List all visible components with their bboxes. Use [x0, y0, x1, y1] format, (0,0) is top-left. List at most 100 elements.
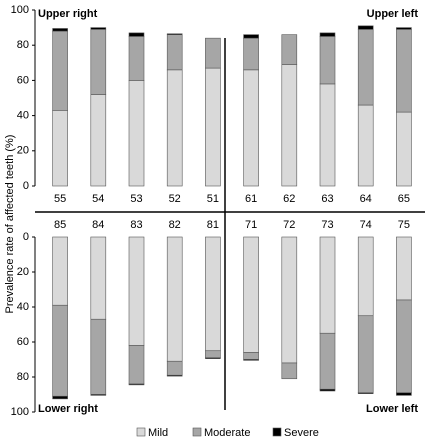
bar-segment	[319, 83, 336, 187]
bar-segment	[128, 80, 145, 187]
bar-segment	[90, 236, 107, 320]
bar-segment	[52, 395, 68, 400]
bar-segment	[281, 64, 298, 187]
x-tick-label: 63	[321, 193, 333, 205]
bar-segment	[166, 236, 183, 362]
bar-segment	[128, 345, 145, 385]
bar-segment	[52, 304, 68, 397]
x-tick-label: 85	[54, 219, 66, 231]
bar-segment	[243, 69, 259, 187]
bar-segment	[205, 236, 221, 352]
bar-segment	[396, 111, 412, 187]
bar-segment	[319, 36, 336, 85]
bar-segment	[166, 374, 183, 377]
quadrant-label: Lower right	[38, 403, 98, 415]
legend-swatch	[136, 427, 146, 437]
y-axis-title: Prevalence rate of affected teeth (%)	[4, 135, 16, 314]
x-tick-label: 65	[398, 193, 410, 205]
bar-segment	[52, 110, 68, 187]
bar-segment	[205, 357, 221, 359]
x-tick-label: 72	[283, 219, 295, 231]
y-tick-label: 100	[11, 4, 29, 16]
x-tick-label: 82	[169, 219, 181, 231]
y-tick-label: 20	[17, 266, 29, 278]
x-tick-label: 83	[130, 219, 142, 231]
bar-segment	[396, 29, 412, 113]
bar-segment	[319, 388, 336, 392]
bar-segment	[52, 30, 68, 111]
y-tick-label: 40	[17, 110, 29, 122]
bar-segment	[281, 362, 298, 380]
bar-segment	[243, 236, 259, 353]
bar-segment	[396, 392, 412, 396]
legend-swatch	[272, 427, 282, 437]
bar-segment	[357, 104, 374, 187]
bar-segment	[243, 34, 259, 39]
bar-segment	[166, 69, 183, 187]
x-tick-label: 51	[207, 193, 219, 205]
bar-segment	[166, 360, 183, 376]
bar-segment	[281, 34, 298, 65]
x-tick-label: 73	[321, 219, 333, 231]
bar-segment	[205, 67, 221, 187]
bar-segment	[357, 25, 374, 30]
x-tick-label: 81	[207, 219, 219, 231]
quadrant-label: Upper left	[367, 8, 419, 20]
bar-segment	[128, 383, 145, 386]
bar-segment	[128, 236, 145, 346]
bar-segment	[357, 392, 374, 394]
bar-segment	[90, 27, 107, 30]
bar-segment	[243, 37, 259, 71]
bar-segment	[90, 94, 107, 187]
bar-segment	[319, 32, 336, 37]
x-tick-label: 74	[360, 219, 372, 231]
bar-segment	[357, 29, 374, 106]
bar-segment	[166, 33, 183, 35]
bar-segment	[357, 236, 374, 317]
bar-segment	[396, 299, 412, 394]
bar-segment	[319, 236, 336, 334]
bar-segment	[166, 34, 183, 71]
y-tick-label: 40	[17, 301, 29, 313]
legend-swatch	[192, 427, 202, 437]
bar-segment	[52, 28, 68, 32]
y-tick-label: 0	[23, 231, 29, 243]
x-tick-label: 53	[130, 193, 142, 205]
x-tick-label: 52	[169, 193, 181, 205]
x-tick-label: 71	[245, 219, 257, 231]
bar-segment	[90, 394, 107, 396]
bar-segment	[128, 32, 145, 37]
bar-segment	[243, 359, 259, 361]
bar-segment	[281, 236, 298, 364]
x-tick-label: 61	[245, 193, 257, 205]
y-tick-label: 60	[17, 74, 29, 86]
y-tick-label: 20	[17, 145, 29, 157]
x-tick-label: 62	[283, 193, 295, 205]
legend-label: Mild	[148, 427, 168, 439]
bar-segment	[243, 352, 259, 360]
bar-segment	[396, 27, 412, 30]
x-tick-label: 54	[92, 193, 104, 205]
bar-segment	[396, 236, 412, 301]
bar-segment	[90, 29, 107, 95]
x-tick-label: 55	[54, 193, 66, 205]
quadrant-label: Upper right	[38, 8, 98, 20]
x-tick-label: 64	[360, 193, 372, 205]
bar-segment	[357, 315, 374, 394]
x-tick-label: 84	[92, 219, 104, 231]
legend-label: Severe	[284, 427, 319, 439]
y-tick-label: 80	[17, 39, 29, 51]
y-tick-label: 80	[17, 371, 29, 383]
bar-segment	[205, 350, 221, 359]
bar-segment	[319, 332, 336, 390]
bar-segment	[205, 37, 221, 69]
y-tick-label: 0	[23, 180, 29, 192]
legend-label: Moderate	[204, 427, 250, 439]
bar-segment	[128, 36, 145, 81]
quadrant-label: Lower left	[366, 403, 418, 415]
x-tick-label: 75	[398, 219, 410, 231]
bar-segment	[52, 236, 68, 306]
y-tick-label: 60	[17, 336, 29, 348]
y-tick-label: 100	[11, 406, 29, 418]
